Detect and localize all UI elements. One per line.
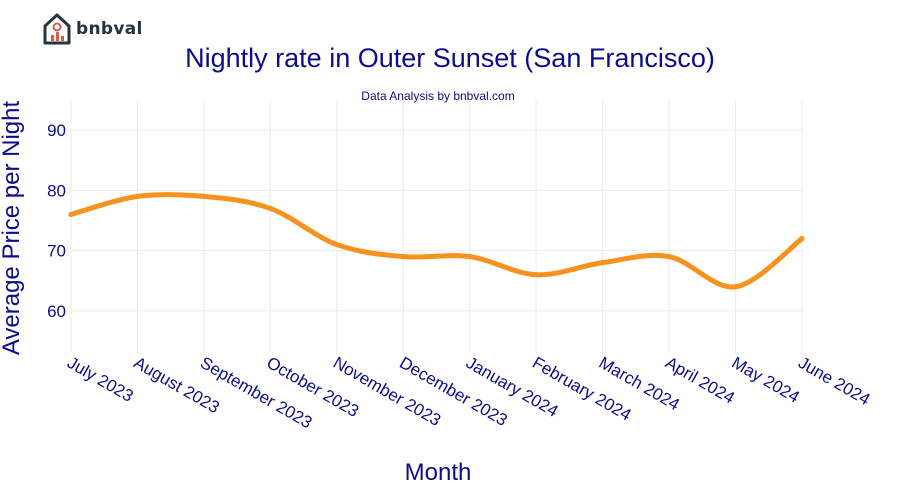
data-point <box>533 272 539 278</box>
house-chart-icon <box>43 13 71 45</box>
y-tick-label: 70 <box>47 242 66 261</box>
data-point <box>334 242 340 248</box>
data-point <box>733 284 739 290</box>
y-tick-label: 80 <box>47 181 66 200</box>
x-axis-title: Month <box>404 459 472 486</box>
data-point <box>666 254 672 260</box>
data-point <box>134 193 140 199</box>
data-point <box>400 254 406 260</box>
data-point <box>467 254 473 260</box>
brand-name: bnbval <box>76 19 143 39</box>
chart-title: Nightly rate in Outer Sunset (San Franci… <box>185 43 715 73</box>
x-tick-label: September 2023 <box>197 353 315 432</box>
x-tick-label: May 2024 <box>729 353 803 407</box>
data-point <box>799 236 805 242</box>
data-point <box>201 193 207 199</box>
y-tick-label: 90 <box>47 121 66 140</box>
x-tick-label: June 2024 <box>795 353 873 409</box>
chart-subtitle: Data Analysis by bnbval.com <box>361 89 515 103</box>
data-point <box>68 211 74 217</box>
brand-logo: bnbval <box>42 12 143 46</box>
data-point <box>267 205 273 211</box>
data-point <box>600 260 606 266</box>
x-tick-label: July 2023 <box>64 353 137 406</box>
y-tick-label: 60 <box>47 302 66 321</box>
series-line <box>68 191 805 290</box>
